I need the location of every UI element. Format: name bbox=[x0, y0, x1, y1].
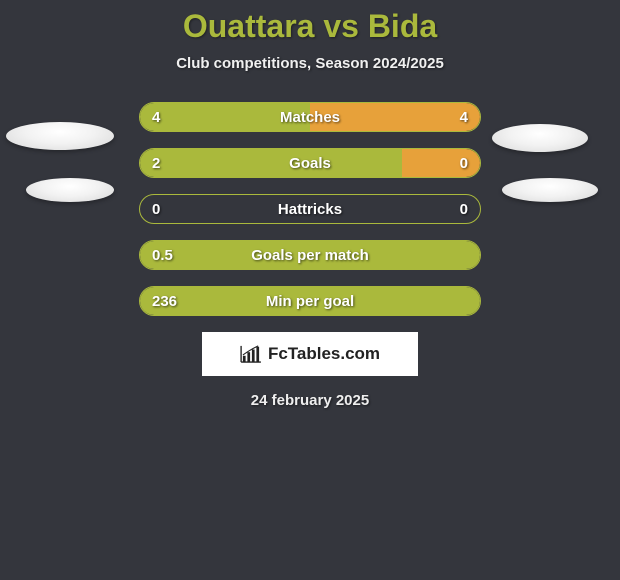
stat-row: 44Matches bbox=[139, 102, 481, 132]
bar-chart-icon bbox=[240, 345, 262, 363]
stat-label: Goals bbox=[140, 149, 480, 177]
logo-box: FcTables.com bbox=[202, 332, 418, 376]
badge-placeholder bbox=[26, 178, 114, 202]
stat-label: Matches bbox=[140, 103, 480, 131]
subtitle: Club competitions, Season 2024/2025 bbox=[0, 55, 620, 72]
stat-label: Goals per match bbox=[140, 241, 480, 269]
badge-placeholder bbox=[502, 178, 598, 202]
badge-placeholder bbox=[492, 124, 588, 152]
stat-label: Min per goal bbox=[140, 287, 480, 315]
date: 24 february 2025 bbox=[0, 392, 620, 409]
logo: FcTables.com bbox=[240, 344, 380, 364]
stat-row: 20Goals bbox=[139, 148, 481, 178]
stat-label: Hattricks bbox=[140, 195, 480, 223]
stat-row: 00Hattricks bbox=[139, 194, 481, 224]
stat-row: 0.5Goals per match bbox=[139, 240, 481, 270]
page-title: Ouattara vs Bida bbox=[0, 0, 620, 45]
badge-placeholder bbox=[6, 122, 114, 150]
stat-row: 236Min per goal bbox=[139, 286, 481, 316]
logo-text: FcTables.com bbox=[268, 344, 380, 364]
